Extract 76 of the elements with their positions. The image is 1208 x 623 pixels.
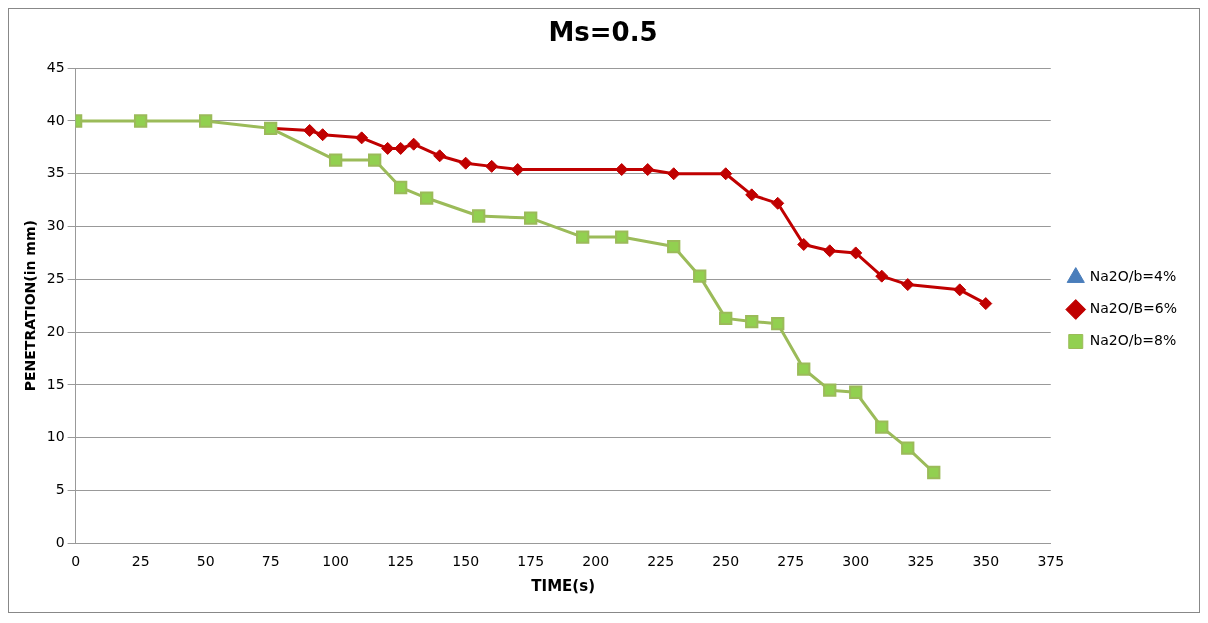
point: [719, 311, 733, 326]
x-tick-label: 150: [452, 553, 480, 570]
point: [823, 383, 837, 397]
point: [667, 239, 681, 254]
point: [849, 246, 863, 260]
y-tick-label: 35: [46, 164, 65, 181]
x-tick-label: 350: [972, 553, 1000, 570]
x-tick-label: 50: [196, 553, 215, 570]
point: [797, 237, 811, 251]
point: [420, 191, 434, 205]
legend-label: Na2O/b=8%: [1089, 332, 1177, 349]
point: [875, 269, 889, 283]
y-tick-label: 45: [46, 58, 65, 75]
point: [745, 314, 759, 329]
point: [329, 153, 343, 167]
y-tick-label: 20: [46, 322, 65, 339]
point: [615, 163, 629, 177]
x-tick-label: 100: [322, 553, 350, 570]
y-tick-label: 25: [46, 269, 65, 286]
chart-title: Ms=0.5: [548, 17, 658, 48]
point: [368, 153, 382, 167]
point: [511, 163, 525, 177]
x-tick-label: 325: [907, 553, 935, 570]
point: [979, 297, 993, 311]
point: [303, 123, 317, 137]
y-tick-label: 5: [55, 481, 65, 498]
point: [901, 278, 915, 292]
x-axis-title: TIME(s): [531, 576, 596, 595]
point: [355, 131, 369, 145]
x-tick-label: 25: [131, 553, 150, 570]
x-tick-label: 375: [1037, 553, 1065, 570]
x-tick-label: 225: [647, 553, 675, 570]
point: [693, 269, 707, 283]
point: [524, 211, 538, 225]
y-axis-title: PENETRATION(in mm): [22, 220, 39, 392]
point: [394, 180, 408, 195]
legend-label: Na2O/b=4%: [1089, 268, 1177, 285]
point: [394, 141, 408, 155]
x-tick-label: 275: [777, 553, 805, 570]
point: [901, 441, 915, 455]
point: [615, 230, 629, 244]
point: [381, 141, 395, 155]
point: [576, 230, 590, 244]
point: [927, 465, 941, 480]
point: [316, 128, 330, 142]
y-tick-label: 0: [55, 533, 65, 550]
point: [797, 362, 811, 376]
y-tick-label: 10: [46, 428, 65, 445]
y-tick-label: 15: [46, 375, 65, 392]
y-tick-label: 40: [46, 111, 65, 128]
point: [953, 283, 967, 297]
point: [133, 114, 148, 128]
x-tick-label: 300: [842, 553, 870, 570]
x-tick-label: 0: [71, 553, 81, 570]
point: [485, 159, 499, 173]
x-tick-label: 200: [582, 553, 610, 570]
point: [849, 385, 863, 399]
point: [472, 209, 486, 223]
point: [875, 420, 889, 434]
x-tick-label: 75: [261, 553, 280, 570]
point: [433, 149, 447, 163]
x-tick-label: 250: [712, 553, 740, 570]
point: [641, 163, 655, 177]
y-tick-label: 30: [46, 217, 65, 234]
point: [198, 114, 213, 128]
point: [771, 316, 785, 331]
x-tick-label: 125: [387, 553, 415, 570]
point: [823, 244, 837, 258]
point: [745, 188, 759, 202]
x-tick-label: 175: [517, 553, 545, 570]
point: [407, 137, 421, 151]
legend-label: Na2O/B=6%: [1089, 300, 1178, 317]
point: [459, 156, 473, 170]
point: [667, 167, 681, 181]
point: [771, 196, 785, 210]
point: [719, 167, 733, 181]
